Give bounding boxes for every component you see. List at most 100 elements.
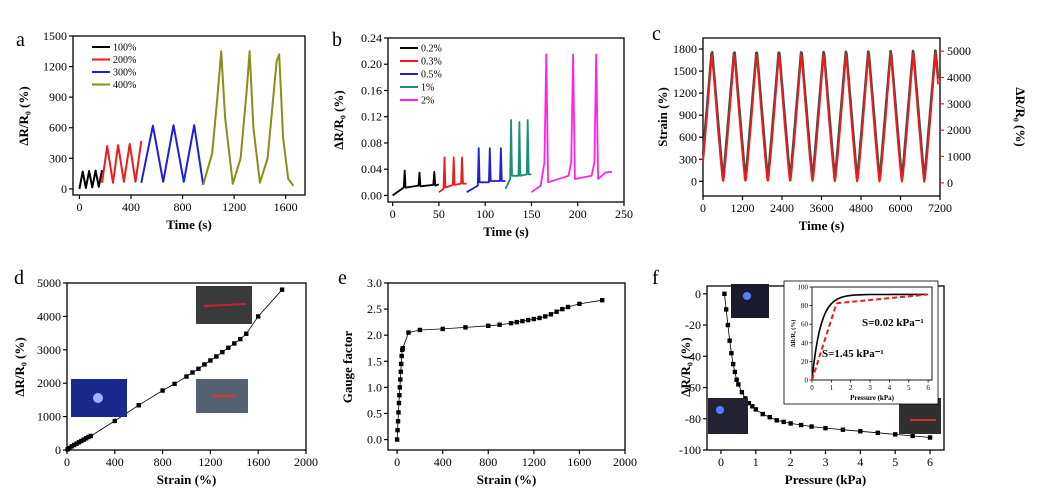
series-line-0p3pct [438, 156, 467, 193]
y-tick-label: 1200 [673, 86, 697, 100]
y-tick-label: 5000 [37, 276, 61, 290]
data-point [172, 381, 177, 387]
data-point [767, 415, 772, 420]
plot-frame [387, 282, 626, 451]
data-point [722, 291, 727, 297]
x-tick-label: 800 [154, 455, 172, 469]
inset-y-tick-label: 40 [801, 339, 809, 347]
y-axis-label: ΔR/R₀ (%) [12, 337, 27, 396]
data-point [136, 403, 141, 408]
y-right-tick-label: 4000 [947, 71, 971, 85]
data-point [208, 358, 213, 363]
y-tick-label: 300 [49, 151, 67, 165]
y-axis-label: Strain (%) [655, 87, 670, 147]
data-point [875, 430, 880, 436]
y-tick-label: 1000 [37, 410, 61, 424]
x-tick-label: 2 [788, 455, 794, 469]
x-tick-label: 0 [394, 455, 400, 469]
inset-y-axis-label: ΔR/R₀ (%) [790, 320, 797, 347]
data-point [730, 361, 736, 367]
x-tick-label: 0 [390, 207, 396, 221]
legend-label: 400% [113, 80, 136, 91]
y-axis-label: ΔR/R₀ (%) [678, 337, 693, 396]
y-right-tick-label: 5000 [947, 44, 971, 58]
led-glow [93, 393, 103, 403]
data-point [232, 341, 237, 346]
y-tick-label: 0.5 [367, 406, 382, 420]
inset-fit-line [811, 293, 929, 381]
y-tick-label: 0 [695, 287, 701, 301]
y-tick-label: 3000 [37, 343, 61, 357]
y-tick-label: 3.0 [367, 276, 382, 290]
data-point [396, 410, 401, 415]
y-right-tick-label: 0 [947, 176, 953, 190]
plot-frame [72, 35, 306, 196]
x-tick-label: 2000 [613, 455, 637, 469]
y-tick-label: 0 [55, 443, 61, 457]
data-point [565, 304, 571, 310]
series-line-300pct [140, 124, 205, 185]
data-point [531, 316, 537, 322]
plot-frame [387, 37, 625, 203]
y-tick-label: 0.20 [361, 57, 382, 71]
y-tick-label: 0.08 [361, 136, 382, 150]
data-point [81, 437, 86, 442]
data-point [88, 433, 94, 439]
data-point [399, 361, 404, 367]
series-line-0p2pct [392, 169, 440, 197]
data-point [798, 422, 804, 428]
data-point [74, 441, 79, 446]
data-point [202, 362, 207, 367]
series-line-2pct [530, 53, 613, 193]
data-point [723, 307, 729, 312]
data-point [823, 425, 828, 431]
panel-letter: f [652, 267, 659, 289]
data-point [548, 312, 554, 317]
x-tick-label: 400 [434, 455, 452, 469]
inset-x-tick-label: 1 [830, 384, 834, 392]
inset-x-tick-label: 2 [849, 384, 853, 392]
y-tick-label: -40 [685, 349, 701, 363]
y-tick-label: 1500 [43, 29, 67, 43]
x-tick-label: 1200 [522, 455, 546, 469]
series-line-100pct [78, 169, 103, 190]
x-tick-label: 0 [64, 455, 70, 469]
y-tick-label: 900 [679, 108, 697, 122]
data-point [760, 411, 765, 417]
data-point [406, 330, 411, 335]
inset-x-axis-label: Pressure (kPa) [850, 394, 895, 402]
data-point [732, 369, 738, 375]
x-tick-label: 0 [700, 201, 706, 215]
x-tick-label: 50 [433, 207, 445, 221]
data-point [734, 377, 739, 382]
data-point [543, 314, 548, 319]
x-tick-label: 1200 [731, 201, 755, 215]
inset-y-tick-label: 20 [801, 358, 809, 366]
legend-label: 0.2% [421, 44, 442, 55]
legend-label: 300% [113, 68, 136, 79]
x-axis-label: Time (s) [799, 218, 845, 233]
data-point [537, 315, 542, 321]
data-point [397, 393, 402, 398]
data-point [520, 318, 525, 324]
data-point [753, 407, 758, 412]
panel-letter: d [14, 267, 24, 289]
data-point [440, 326, 445, 332]
panel-letter: e [338, 267, 347, 289]
panel-letter: a [16, 29, 25, 51]
data-point [190, 370, 195, 375]
data-point [395, 427, 400, 433]
data-point [76, 440, 82, 445]
series-line-0p5pct [466, 147, 506, 193]
x-tick-label: 4 [857, 455, 863, 469]
x-tick-label: 2400 [770, 201, 794, 215]
data-point [750, 404, 755, 409]
data-point [398, 369, 403, 374]
data-point [736, 382, 741, 387]
sample-strip [203, 303, 247, 307]
y-tick-label: 2000 [37, 376, 61, 390]
data-point [525, 317, 531, 323]
x-tick-label: 3 [823, 455, 829, 469]
inset-x-tick-label: 3 [868, 384, 872, 392]
